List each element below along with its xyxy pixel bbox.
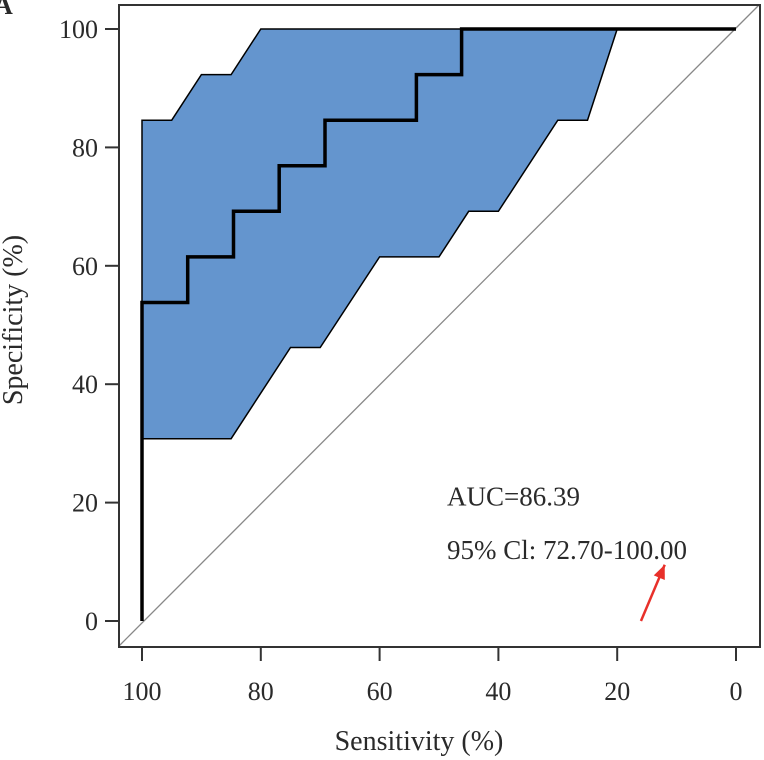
y-axis-title: Specificity (%) bbox=[0, 235, 29, 405]
y-tick-label: 100 bbox=[59, 15, 98, 44]
auc-annotation: AUC=86.39 bbox=[447, 482, 580, 512]
confidence-band bbox=[141, 28, 619, 440]
x-tick-label: 0 bbox=[730, 677, 743, 706]
x-tick-label: 60 bbox=[367, 677, 393, 706]
y-tick-label: 80 bbox=[72, 133, 98, 162]
x-tick-label: 20 bbox=[604, 677, 630, 706]
ci-annotation: 95% Cl: 72.70-100.00 bbox=[447, 535, 687, 565]
x-tick-label: 80 bbox=[248, 677, 274, 706]
plot-frame bbox=[118, 4, 761, 648]
y-tick-label: 20 bbox=[72, 489, 98, 518]
y-axis: 0 20 40 60 80 100 bbox=[59, 15, 119, 636]
arrow-head bbox=[653, 564, 665, 580]
y-tick-label: 0 bbox=[85, 607, 98, 636]
y-tick-label: 60 bbox=[72, 252, 98, 281]
roc-curve-layer bbox=[140, 27, 736, 621]
x-tick-label: 100 bbox=[123, 677, 162, 706]
reference-line-layer bbox=[118, 4, 760, 647]
y-tick-label: 40 bbox=[72, 370, 98, 399]
roc-curve bbox=[140, 27, 736, 621]
x-axis-title: Sensitivity (%) bbox=[335, 726, 504, 757]
annotation-layer: AUC=86.39 95% Cl: 72.70-100.00 bbox=[447, 482, 687, 565]
reference-diagonal bbox=[118, 4, 760, 647]
arrow-layer bbox=[639, 564, 666, 622]
confidence-band-layer bbox=[141, 28, 619, 440]
x-axis: 100 80 60 40 20 0 bbox=[123, 647, 743, 706]
x-tick-label: 40 bbox=[485, 677, 511, 706]
panel-label: A bbox=[0, 0, 13, 20]
